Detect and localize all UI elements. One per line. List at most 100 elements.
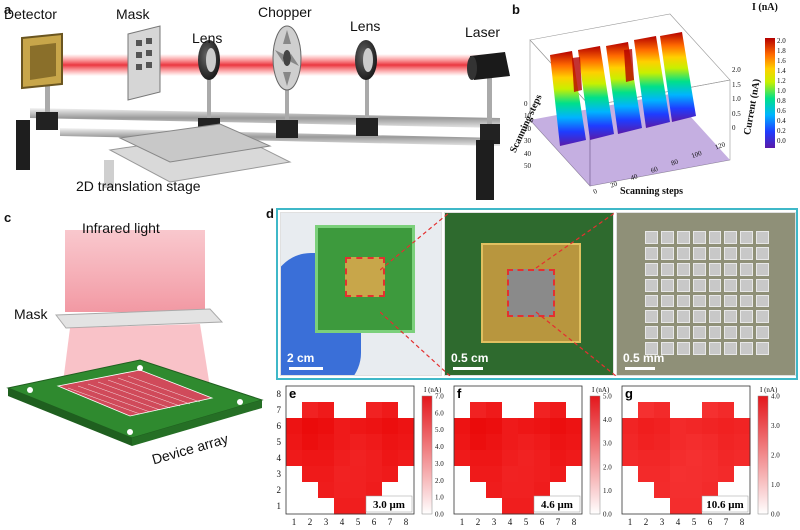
heatmap-x-tick: 2 [476,517,481,527]
heatmap-cell [670,434,687,451]
label-mask-c: Mask [14,306,48,322]
heatmap-cell [318,482,335,499]
panel-d-letter: d [266,206,274,221]
pixel-cell [645,278,658,292]
pixel-cell [724,326,738,340]
device-array [56,369,214,417]
photo-pixel-array: 0.5 mm [616,212,796,376]
heatmap-x-tick: 8 [404,517,409,527]
pixel-cell [660,262,674,276]
heatmap-colorbar-tick: 4.0 [603,416,612,424]
heatmap-cell [534,434,551,451]
heatmap-x-tick: 5 [692,517,697,527]
heatmap-cell [486,418,503,435]
heatmap-cell [638,386,655,403]
heatmap-frame [285,385,415,515]
cb-b-tick: 1.8 [777,47,786,55]
heatmap-cell [334,434,351,451]
colorbar-b [765,38,775,148]
pixel-cell [756,231,769,244]
heatmap-cell [502,466,519,483]
heatmap-cell [518,450,535,467]
heatmap-cell [302,386,319,403]
b-x-tick: 20 [609,179,619,190]
pixel-cell [676,262,690,276]
heatmap-cell [454,498,471,515]
heatmap-cell [454,386,471,403]
heatmap-cell [638,498,655,515]
heatmap-cell [502,482,519,499]
heatmap-x-tick: 7 [388,517,393,527]
photo-chip-closeup: 0.5 cm [444,212,614,376]
heatmap-cell [318,418,335,435]
pixel-cell [740,231,754,244]
panel-b-3d-current-map [529,13,775,187]
heatmap-cell [454,418,471,435]
label-lens-2: Lens [350,18,381,34]
heatmap-colorbar-tick: 4.0 [435,443,444,451]
panel-b-letter: b [512,2,520,17]
pixel-cell [756,294,769,308]
scalebar-3-label: 0.5 mm [623,351,665,365]
heatmap-cell [350,386,367,403]
heatmap-cell [534,386,551,403]
cb-b-tick: 0.8 [777,97,786,105]
heatmap-x-tick: 7 [724,517,729,527]
heatmap-cell [686,418,703,435]
pixel-cell [660,326,674,340]
heatmap-cell [622,450,639,467]
heatmap-cell [734,386,751,403]
heatmap-cell [470,386,487,403]
heatmap-cell [734,450,751,467]
heatmap-x-tick: 1 [628,517,633,527]
pixel-cell [740,278,754,292]
heatmap-y-tick: 7 [277,405,282,415]
heatmap-cell [334,418,351,435]
heatmap-cell [550,450,567,467]
heatmap-colorbar [757,395,769,515]
heatmap-cell [686,482,703,499]
heatmap-x-tick: 3 [324,517,329,527]
heatmap-cell [686,466,703,483]
heatmap-cell [334,482,351,499]
heatmap-frame [621,385,751,515]
heatmap-cell [382,386,399,403]
pixel-cell [692,310,706,324]
heatmap-colorbar-tick: 7.0 [435,393,444,401]
heatmap-cell [334,466,351,483]
pixel-cell [660,278,674,292]
heatmap-cell [638,466,655,483]
heatmap-cell [302,402,319,419]
heatmap-frame [453,385,583,515]
pixel-cell [645,262,658,276]
pixel-grid [645,231,769,355]
heatmap-cell [302,450,319,467]
pixel-cell [724,310,738,324]
axis-b-y-ticks: 0 10 20 30 40 50 [524,100,536,170]
heatmap-x-tick: 2 [308,517,313,527]
heatmap-cell [518,482,535,499]
optical-rail [30,108,500,128]
heatmap-cell [366,386,383,403]
colorbar-b-title: I (nA) [752,2,778,13]
heatmap-cell [454,450,471,467]
heatmap-cell [286,466,303,483]
heatmap-cell [382,482,399,499]
heatmap-y-tick: 4 [277,453,282,463]
heatmap-cell [486,450,503,467]
pixel-cell [676,278,690,292]
heatmap-cell [654,402,671,419]
heatmap-cell [502,434,519,451]
heatmap-cell [502,450,519,467]
heatmap-colorbar-tick: 1.0 [435,494,444,502]
heatmap-cell [686,434,703,451]
pixel-cell [724,278,738,292]
heatmap-cell [366,418,383,435]
label-lens-1: Lens [192,30,223,46]
panel-a-optical-setup [16,25,510,200]
heatmap-cell [334,386,351,403]
heatmap-wavelength-label: 10.6 μm [706,499,743,511]
cb-b-tick: 0.6 [777,107,786,115]
heatmap-cell [550,466,567,483]
heatmap-cell [534,450,551,467]
